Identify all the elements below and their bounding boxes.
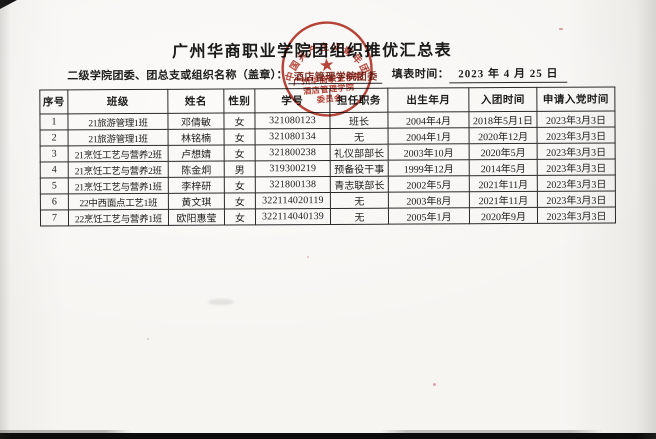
- column-header: 入团时间: [468, 87, 537, 112]
- table-cell: 2021年11月: [469, 191, 538, 208]
- table-row: 7 22烹饪工艺与营养1班 欧阳惠莹女 322114040139 无 2005年1月 202…: [40, 206, 616, 227]
- table-cell: 班长: [329, 112, 389, 129]
- scan-smudge: [208, 299, 234, 305]
- table-cell: 李梓研: [168, 177, 225, 194]
- table-cell: 林铭楠: [168, 129, 225, 146]
- scan-corner-artifact: [0, 0, 17, 9]
- roster-table: 序号 班级 姓名 性别 学号 担任职务 出生年月 入团时间 申请入党时间 1 21旅游管理1班 邓倩…: [39, 86, 617, 227]
- table-cell: 2005年1月: [388, 207, 470, 225]
- table-cell: 21旅游管理1班: [68, 129, 169, 146]
- meta-line: 二级学院团委、团总支或组织名称（盖章）： 酒店管理学院团委 填表时间： 2023 年 …: [67, 64, 625, 85]
- table-cell: 2020年5月: [469, 143, 538, 160]
- table-header-row: 序号 班级 姓名 性别 学号 担任职务 出生年月 入团时间 申请入党时间: [39, 86, 615, 115]
- table-cell: 黄文琪: [168, 193, 225, 210]
- table-cell: 321800238: [255, 144, 331, 161]
- table-cell: 21烹饪工艺与营养1班: [68, 177, 169, 194]
- table-cell: 2004年4月: [387, 111, 470, 129]
- table-cell: 无: [330, 208, 389, 225]
- table-cell: 2020年9月: [469, 207, 538, 224]
- table-cell: 2014年5月: [469, 159, 538, 176]
- table-cell: 无: [330, 128, 389, 145]
- table-cell: 欧阳惠莹: [168, 209, 225, 226]
- table-cell: 21旅游管理1班: [67, 113, 169, 130]
- table-cell: 5: [40, 177, 69, 195]
- org-name-blank-line: 酒店管理学院团委: [287, 69, 382, 85]
- column-header: 姓名: [167, 89, 224, 114]
- table-cell: 3: [40, 145, 69, 163]
- table-cell: 321080123: [254, 112, 331, 129]
- table-cell: 322114020119: [255, 192, 331, 209]
- table-cell: 2023年3月3日: [536, 110, 616, 128]
- table-cell: 男: [224, 160, 256, 178]
- table-cell: 22烹饪工艺与营养1班: [68, 209, 169, 226]
- table-cell: 2002年5月: [388, 175, 470, 193]
- table-cell: 2003年10月: [388, 143, 470, 161]
- column-header: 申请入党时间: [536, 86, 615, 112]
- table-cell: 2018年5月1日: [468, 111, 538, 128]
- table-cell: 女: [223, 112, 256, 130]
- table-cell: 2023年3月3日: [537, 206, 616, 224]
- table-cell: 女: [224, 192, 256, 210]
- table-cell: 4: [40, 161, 69, 179]
- table-cell: 2021年11月: [469, 175, 538, 192]
- table-cell: 2004年1月: [388, 127, 470, 145]
- table-cell: 卢想婧: [168, 145, 225, 162]
- table-cell: 22中西面点工艺1班: [68, 193, 169, 210]
- table-cell: 女: [224, 144, 256, 162]
- scan-smudge-band: [0, 430, 656, 433]
- table-cell: 2023年3月3日: [537, 126, 616, 144]
- table-cell: 2: [40, 129, 69, 147]
- fill-date-label: 填表时间：: [391, 68, 450, 81]
- table-cell: 女: [224, 176, 256, 194]
- table-cell: 6: [40, 193, 69, 211]
- table-cell: 陈金炯: [168, 161, 225, 178]
- table-cell: 无: [330, 192, 389, 209]
- scan-edge-bar: [0, 433, 656, 439]
- table-cell: 预备役干事: [330, 160, 389, 177]
- fill-date-value: 2023 年 4 月 25 日: [449, 64, 568, 84]
- table-cell: 321080134: [255, 128, 331, 145]
- column-header: 出生年月: [387, 87, 469, 113]
- table-cell: 邓倩敏: [167, 113, 225, 130]
- table-cell: 女: [224, 128, 256, 146]
- table-cell: 1: [39, 113, 69, 131]
- table-cell: 1999年12月: [388, 159, 470, 177]
- table-cell: 女: [224, 208, 256, 226]
- org-name-label: 二级学院团委、团总支或组织名称（盖章）：: [67, 69, 288, 83]
- column-header: 学号: [254, 88, 330, 113]
- column-header: 班级: [67, 89, 168, 114]
- table-cell: 2023年3月3日: [537, 190, 616, 208]
- table-cell: 2023年3月3日: [537, 158, 616, 176]
- column-header: 性别: [223, 88, 255, 114]
- org-name-value: 酒店管理学院团委: [293, 71, 378, 84]
- page-title: 广州华商职业学院团组织推优汇总表: [172, 42, 453, 61]
- table-cell: 322114040139: [255, 208, 331, 225]
- table-cell: 319300219: [255, 160, 331, 177]
- table-cell: 7: [40, 209, 69, 227]
- table-cell: 青志联部长: [330, 176, 389, 193]
- table-cell: 礼仪部部长: [330, 144, 389, 161]
- column-header: 担任职务: [329, 88, 388, 113]
- table-cell: 2003年8月: [388, 191, 470, 209]
- table-cell: 321800138: [255, 176, 331, 193]
- table-cell: 2023年3月3日: [537, 174, 616, 192]
- table-cell: 2023年3月3日: [537, 142, 616, 160]
- table-cell: 21烹饪工艺与营养2班: [68, 145, 169, 162]
- table-cell: 2020年12月: [469, 127, 538, 144]
- column-header: 序号: [39, 89, 68, 115]
- table-cell: 21烹饪工艺与营养2班: [68, 161, 169, 178]
